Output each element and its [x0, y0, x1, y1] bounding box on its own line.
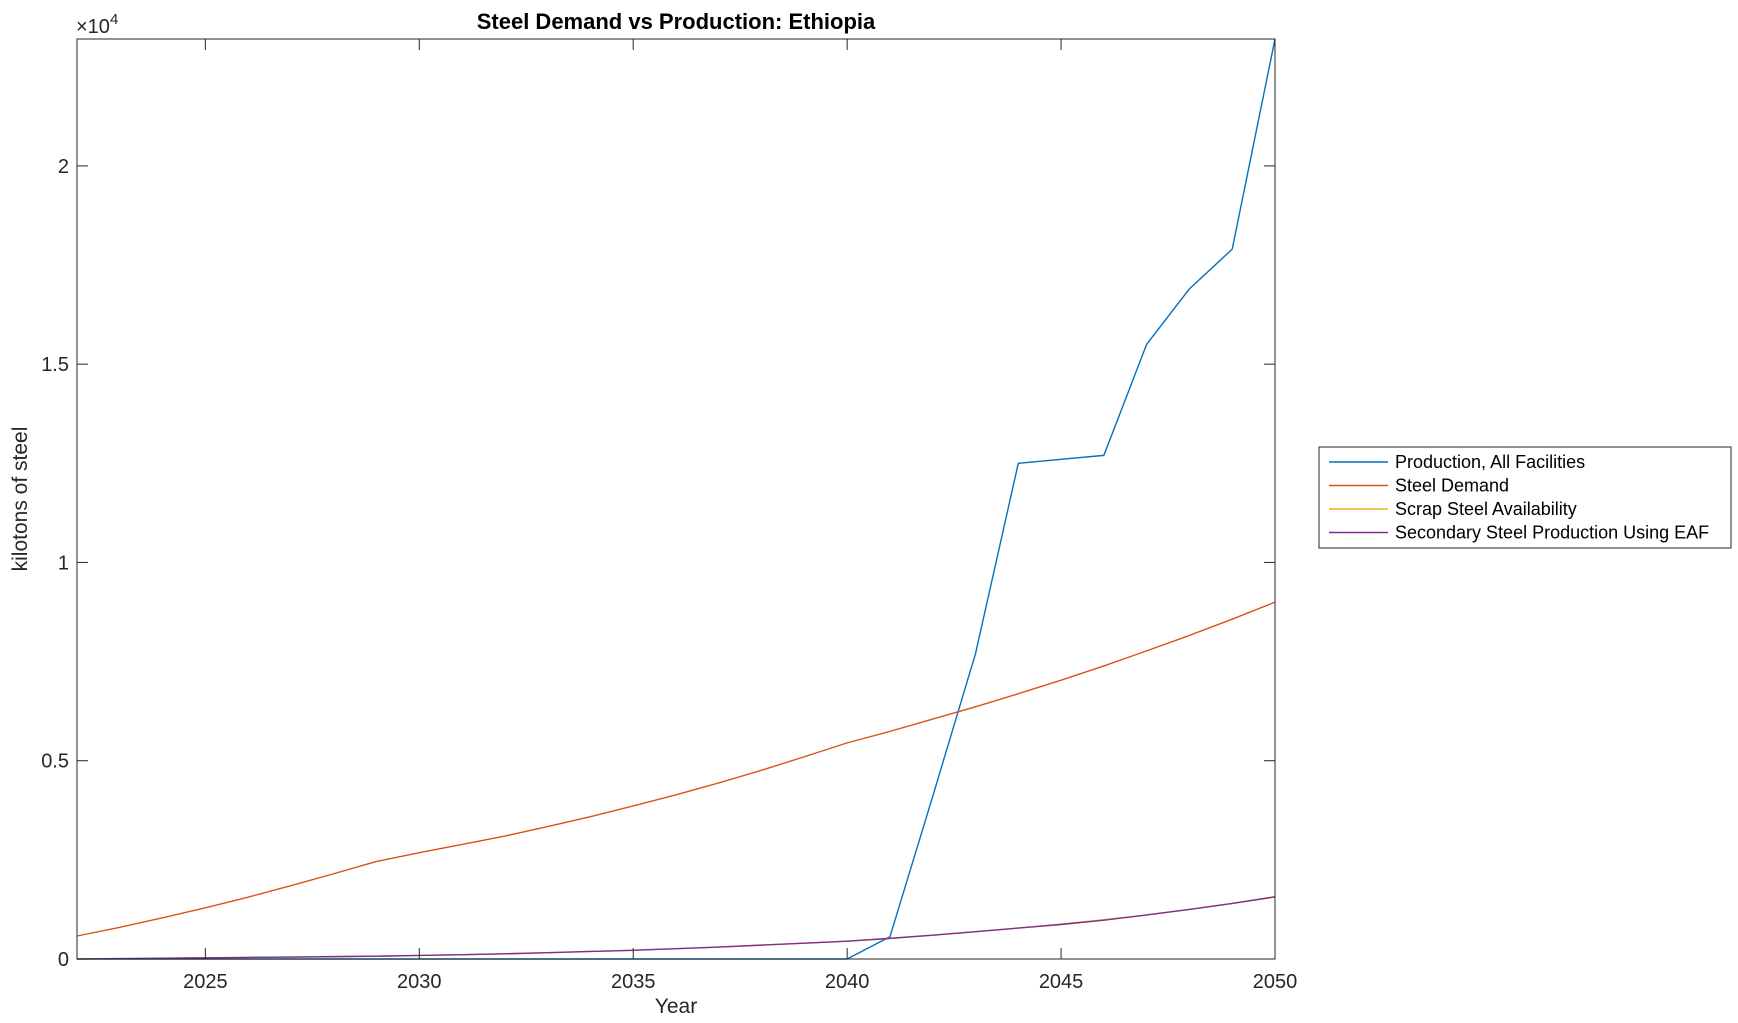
- chart-title: Steel Demand vs Production: Ethiopia: [477, 9, 876, 34]
- legend-label-1: Production, All Facilities: [1395, 452, 1585, 472]
- axes-box: [76, 38, 1276, 960]
- x-tick-label: 2050: [1253, 971, 1298, 993]
- y-axis-label: kilotons of steel: [9, 427, 32, 572]
- legend-label-2: Steel Demand: [1395, 476, 1509, 496]
- x-ticks: 2025 2030 2035 2040 2045 2050: [183, 39, 1297, 993]
- legend: Production, All Facilities Steel Demand Sc…: [1318, 446, 1732, 549]
- x-axis-label: Year: [655, 995, 697, 1018]
- x-tick-label: 2030: [397, 971, 442, 993]
- x-tick-label: 2045: [1039, 971, 1084, 993]
- y-tick-label: 0.5: [41, 751, 69, 773]
- plot-area: 2025 2030 2035 2040 2045 2050 0 0.5 1 1.5 2: [41, 38, 1297, 993]
- x-tick-label: 2035: [611, 971, 656, 993]
- legend-label-4: Secondary Steel Production Using EAF: [1395, 523, 1709, 543]
- exponent-label: ×104: [76, 11, 118, 38]
- y-tick-label: 1.5: [41, 354, 69, 376]
- svg-text:×104: ×104: [76, 11, 118, 38]
- legend-items: Production, All Facilities Steel Demand Sc…: [1329, 452, 1709, 543]
- y-tick-label: 2: [58, 156, 69, 178]
- legend-label-3: Scrap Steel Availability: [1395, 499, 1577, 519]
- exponent-power: 4: [110, 11, 118, 28]
- exponent-base: ×10: [76, 16, 110, 38]
- x-tick-label: 2025: [183, 971, 228, 993]
- y-ticks: 0 0.5 1 1.5 2: [41, 156, 1275, 971]
- legend-box: [1318, 446, 1732, 549]
- series-line-4: [76, 896, 1276, 960]
- y-tick-label: 0: [58, 949, 69, 971]
- y-tick-label: 1: [58, 552, 69, 574]
- series-line-2: [76, 601, 1276, 937]
- x-tick-label: 2040: [825, 971, 870, 993]
- plot-background: [77, 39, 1275, 959]
